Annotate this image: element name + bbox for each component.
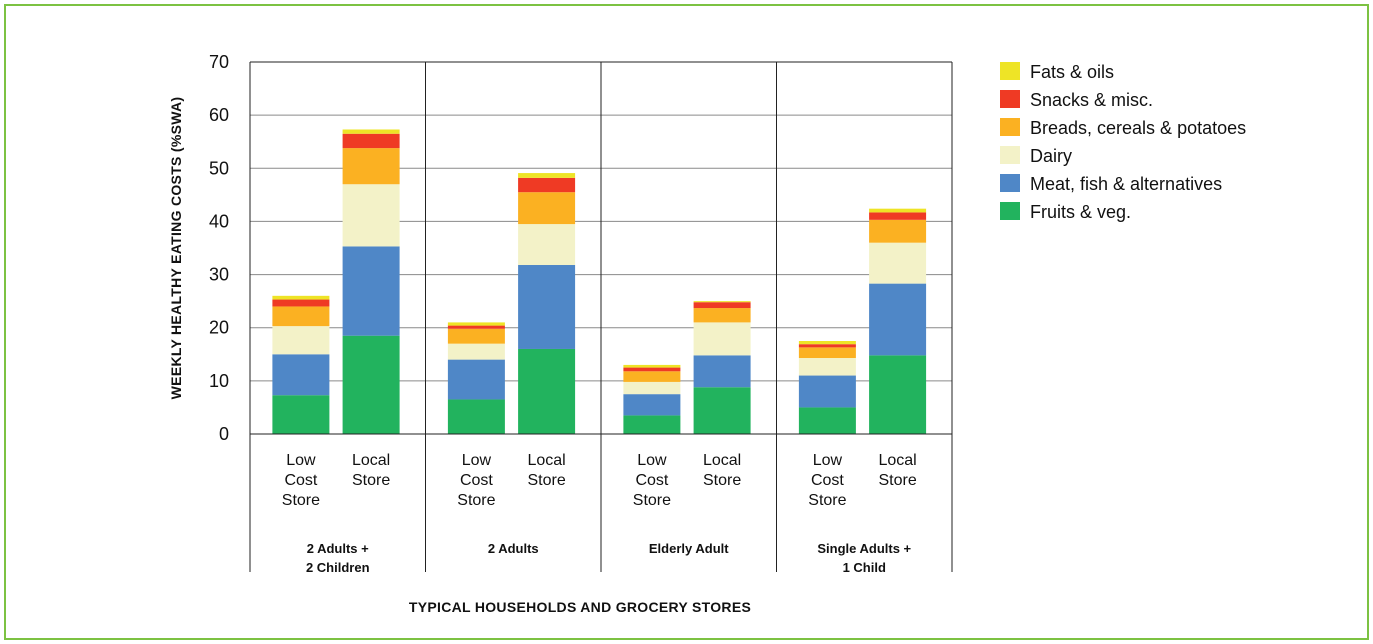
bar-segment bbox=[798, 407, 856, 434]
bar-segment bbox=[518, 192, 576, 225]
bar-segment bbox=[798, 347, 856, 359]
bars bbox=[272, 129, 927, 434]
category-labels: Low Cost Store Local Store Low Cost Store Local S… bbox=[282, 452, 917, 509]
bar-segment bbox=[272, 306, 330, 327]
bar-segment bbox=[693, 355, 751, 388]
legend-swatch bbox=[1000, 118, 1020, 136]
bar-segment bbox=[272, 326, 330, 355]
bar-segment bbox=[272, 395, 330, 434]
category-label: Local Store bbox=[703, 452, 741, 489]
bar-segment bbox=[623, 364, 681, 368]
bar-segment bbox=[518, 177, 576, 193]
bar-segment bbox=[518, 348, 576, 434]
group-label: Single Adults +1 Child bbox=[817, 541, 911, 575]
bar-segment bbox=[869, 355, 927, 434]
bar-segment bbox=[798, 375, 856, 408]
bar-segment bbox=[342, 184, 400, 247]
bar-segment bbox=[623, 367, 681, 372]
bar-segment bbox=[693, 302, 751, 309]
bar-segment bbox=[623, 394, 681, 416]
category-label: Low Cost Store bbox=[282, 452, 320, 509]
y-tick-label: 0 bbox=[219, 424, 229, 444]
legend-swatch bbox=[1000, 146, 1020, 164]
bar-segment bbox=[272, 295, 330, 300]
category-label: Local Store bbox=[352, 452, 390, 489]
y-tick-label: 40 bbox=[209, 211, 229, 231]
bar-segment bbox=[518, 173, 576, 178]
bar-segment bbox=[798, 358, 856, 376]
bar-segment bbox=[518, 265, 576, 349]
x-axis-title: TYPICAL HOUSEHOLDS AND GROCERY STORES bbox=[409, 599, 751, 615]
bar-segment bbox=[447, 343, 505, 360]
bar-segment bbox=[447, 325, 505, 329]
category-label: Local Store bbox=[878, 452, 916, 489]
legend-label: Snacks & misc. bbox=[1030, 90, 1153, 110]
bar-segment bbox=[623, 415, 681, 434]
bar-segment bbox=[447, 399, 505, 434]
legend-swatch bbox=[1000, 62, 1020, 80]
y-tick-label: 60 bbox=[209, 105, 229, 125]
legend-swatch bbox=[1000, 174, 1020, 192]
bar-segment bbox=[342, 246, 400, 336]
bar-segment bbox=[693, 308, 751, 323]
group-labels: 2 Adults +2 Children 2 Adults Elderly Adul… bbox=[306, 541, 912, 575]
group-label: 2 Adults +2 Children bbox=[306, 541, 370, 575]
bar-segment bbox=[518, 224, 576, 266]
bar-segment bbox=[798, 341, 856, 345]
bar-segment bbox=[447, 322, 505, 326]
bar-segment bbox=[869, 242, 927, 284]
bar-segment bbox=[869, 283, 927, 356]
bar-segment bbox=[693, 322, 751, 356]
bar-segment bbox=[693, 387, 751, 434]
y-tick-label: 70 bbox=[209, 52, 229, 72]
y-tick-label: 10 bbox=[209, 371, 229, 391]
category-label: Low Cost Store bbox=[808, 452, 846, 509]
bar-segment bbox=[342, 148, 400, 185]
y-tick-label: 20 bbox=[209, 318, 229, 338]
bar-segment bbox=[342, 129, 400, 134]
y-tick-label: 50 bbox=[209, 158, 229, 178]
group-label: Elderly Adult bbox=[649, 541, 729, 556]
bar-segment bbox=[623, 381, 681, 395]
y-tick-labels: 0 10 20 30 40 50 60 70 bbox=[209, 52, 229, 444]
legend-swatch bbox=[1000, 90, 1020, 108]
plot-frame bbox=[249, 61, 953, 572]
category-label: Local Store bbox=[527, 452, 565, 489]
bar-segment bbox=[869, 208, 927, 213]
legend-label: Dairy bbox=[1030, 146, 1072, 166]
bar-segment bbox=[342, 133, 400, 149]
bar-segment bbox=[447, 359, 505, 400]
bar-segment bbox=[869, 212, 927, 220]
chart-frame bbox=[4, 4, 1369, 640]
legend-swatch bbox=[1000, 202, 1020, 220]
bar-segment bbox=[798, 344, 856, 348]
legend-label: Meat, fish & alternatives bbox=[1030, 174, 1222, 194]
y-tick-label: 30 bbox=[209, 265, 229, 285]
bar-segment bbox=[342, 335, 400, 434]
bar-segment bbox=[869, 219, 927, 243]
legend: Fats & oils Snacks & misc. Breads, cereals… bbox=[1000, 62, 1246, 222]
y-axis-title: WEEKLY HEALTHY EATING COSTS (%SWA) bbox=[168, 97, 184, 400]
legend-label: Fruits & veg. bbox=[1030, 202, 1131, 222]
category-label: Low Cost Store bbox=[457, 452, 495, 509]
bar-segment bbox=[272, 354, 330, 396]
legend-label: Breads, cereals & potatoes bbox=[1030, 118, 1246, 138]
bar-segment bbox=[623, 371, 681, 382]
bar-segment bbox=[693, 301, 751, 303]
category-label: Low Cost Store bbox=[633, 452, 671, 509]
legend-label: Fats & oils bbox=[1030, 62, 1114, 82]
group-label: 2 Adults bbox=[488, 541, 539, 556]
bar-segment bbox=[272, 299, 330, 307]
bar-segment bbox=[447, 328, 505, 344]
